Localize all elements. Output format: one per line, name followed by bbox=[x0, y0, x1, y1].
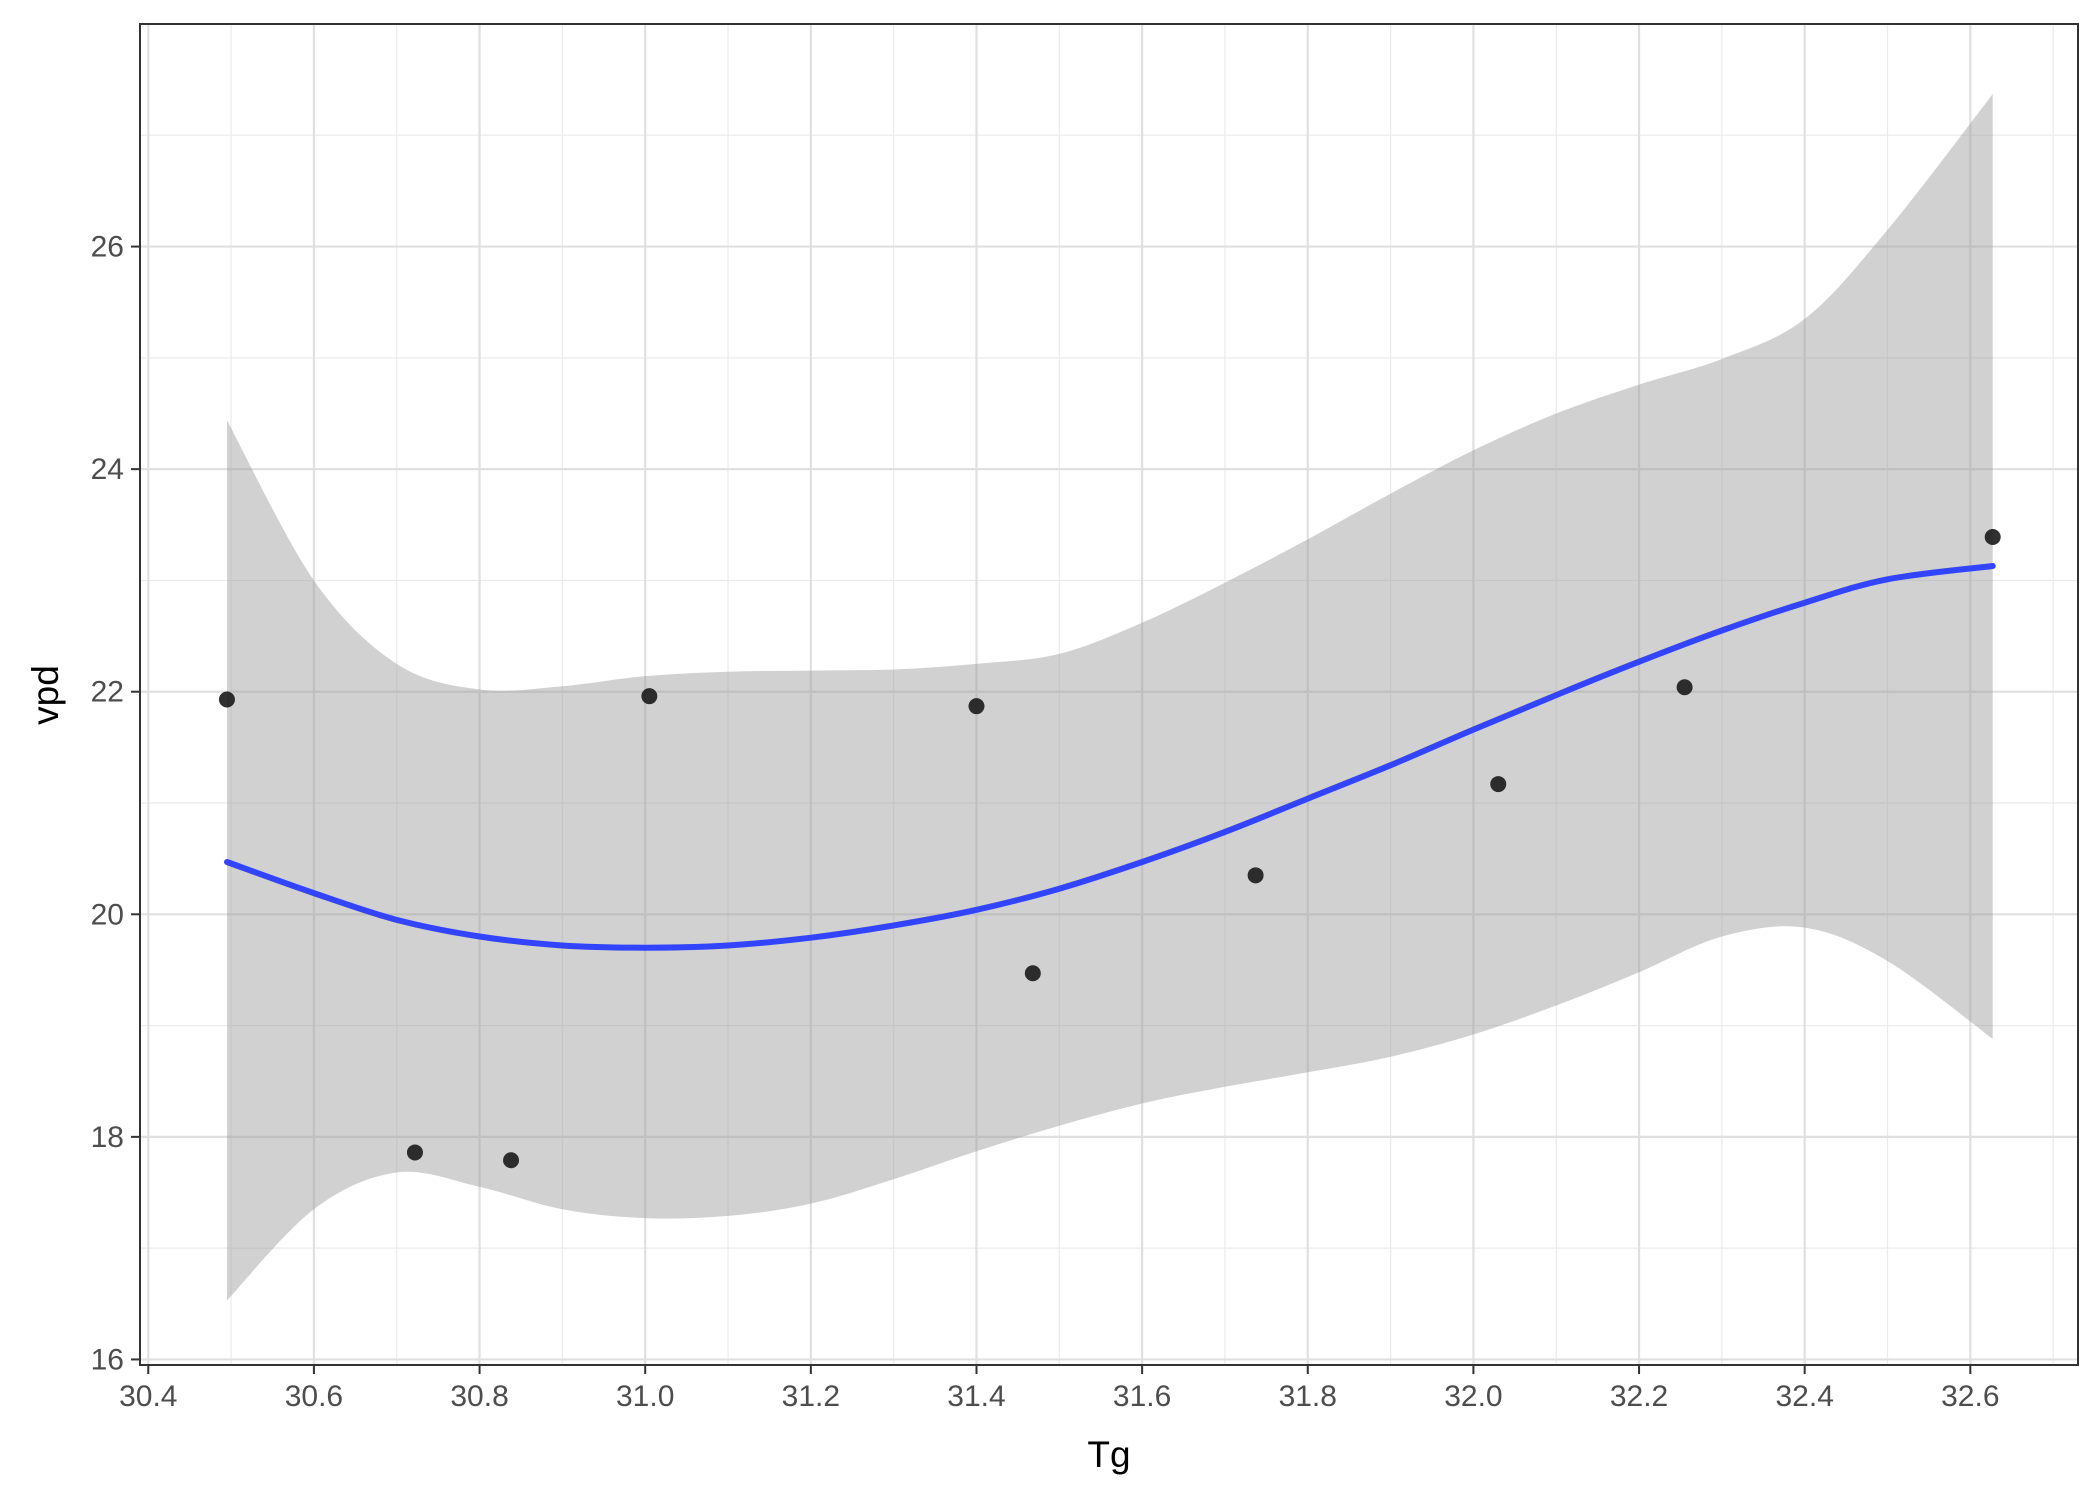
confidence-band bbox=[227, 94, 1993, 1301]
x-tick-label: 32.0 bbox=[1444, 1380, 1502, 1413]
y-tick-label: 18 bbox=[91, 1121, 124, 1154]
y-axis-title: vpd bbox=[25, 665, 66, 725]
x-tick-label: 30.4 bbox=[119, 1380, 177, 1413]
data-points bbox=[218, 529, 2001, 1169]
y-tick-label: 24 bbox=[91, 453, 124, 486]
x-tick-label: 30.6 bbox=[285, 1380, 343, 1413]
data-point bbox=[503, 1152, 520, 1169]
data-point bbox=[406, 1144, 423, 1161]
data-point bbox=[1984, 529, 2001, 546]
x-tick-label: 31.6 bbox=[1113, 1380, 1171, 1413]
x-axis-ticks: 30.4 30.6 30.8 31.0 31.2 31.4 31.6 31.8 32.0 32.2… bbox=[119, 1365, 2000, 1413]
y-axis-ticks: 16 18 20 22 24 26 bbox=[91, 231, 140, 1376]
data-point bbox=[1490, 776, 1507, 793]
x-tick-label: 32.4 bbox=[1775, 1380, 1833, 1413]
plot-panel-border bbox=[139, 23, 2079, 1366]
x-tick-label: 32.2 bbox=[1610, 1380, 1668, 1413]
data-point bbox=[1676, 679, 1693, 696]
y-tick-label: 26 bbox=[91, 231, 124, 264]
x-tick-label: 31.8 bbox=[1279, 1380, 1337, 1413]
data-point bbox=[1247, 867, 1264, 884]
data-point bbox=[218, 691, 235, 708]
data-point bbox=[641, 688, 658, 705]
x-tick-label: 31.4 bbox=[947, 1380, 1005, 1413]
x-tick-label: 31.2 bbox=[782, 1380, 840, 1413]
data-point bbox=[968, 698, 985, 715]
data-point bbox=[1024, 965, 1041, 982]
x-tick-label: 32.6 bbox=[1941, 1380, 1999, 1413]
y-tick-label: 16 bbox=[91, 1343, 124, 1376]
x-axis-title: Tg bbox=[1087, 1434, 1130, 1475]
smooth-line bbox=[224, 563, 1996, 951]
x-tick-label: 31.0 bbox=[616, 1380, 674, 1413]
y-tick-label: 20 bbox=[91, 898, 124, 931]
y-tick-label: 22 bbox=[91, 676, 124, 709]
x-tick-label: 30.8 bbox=[450, 1380, 508, 1413]
